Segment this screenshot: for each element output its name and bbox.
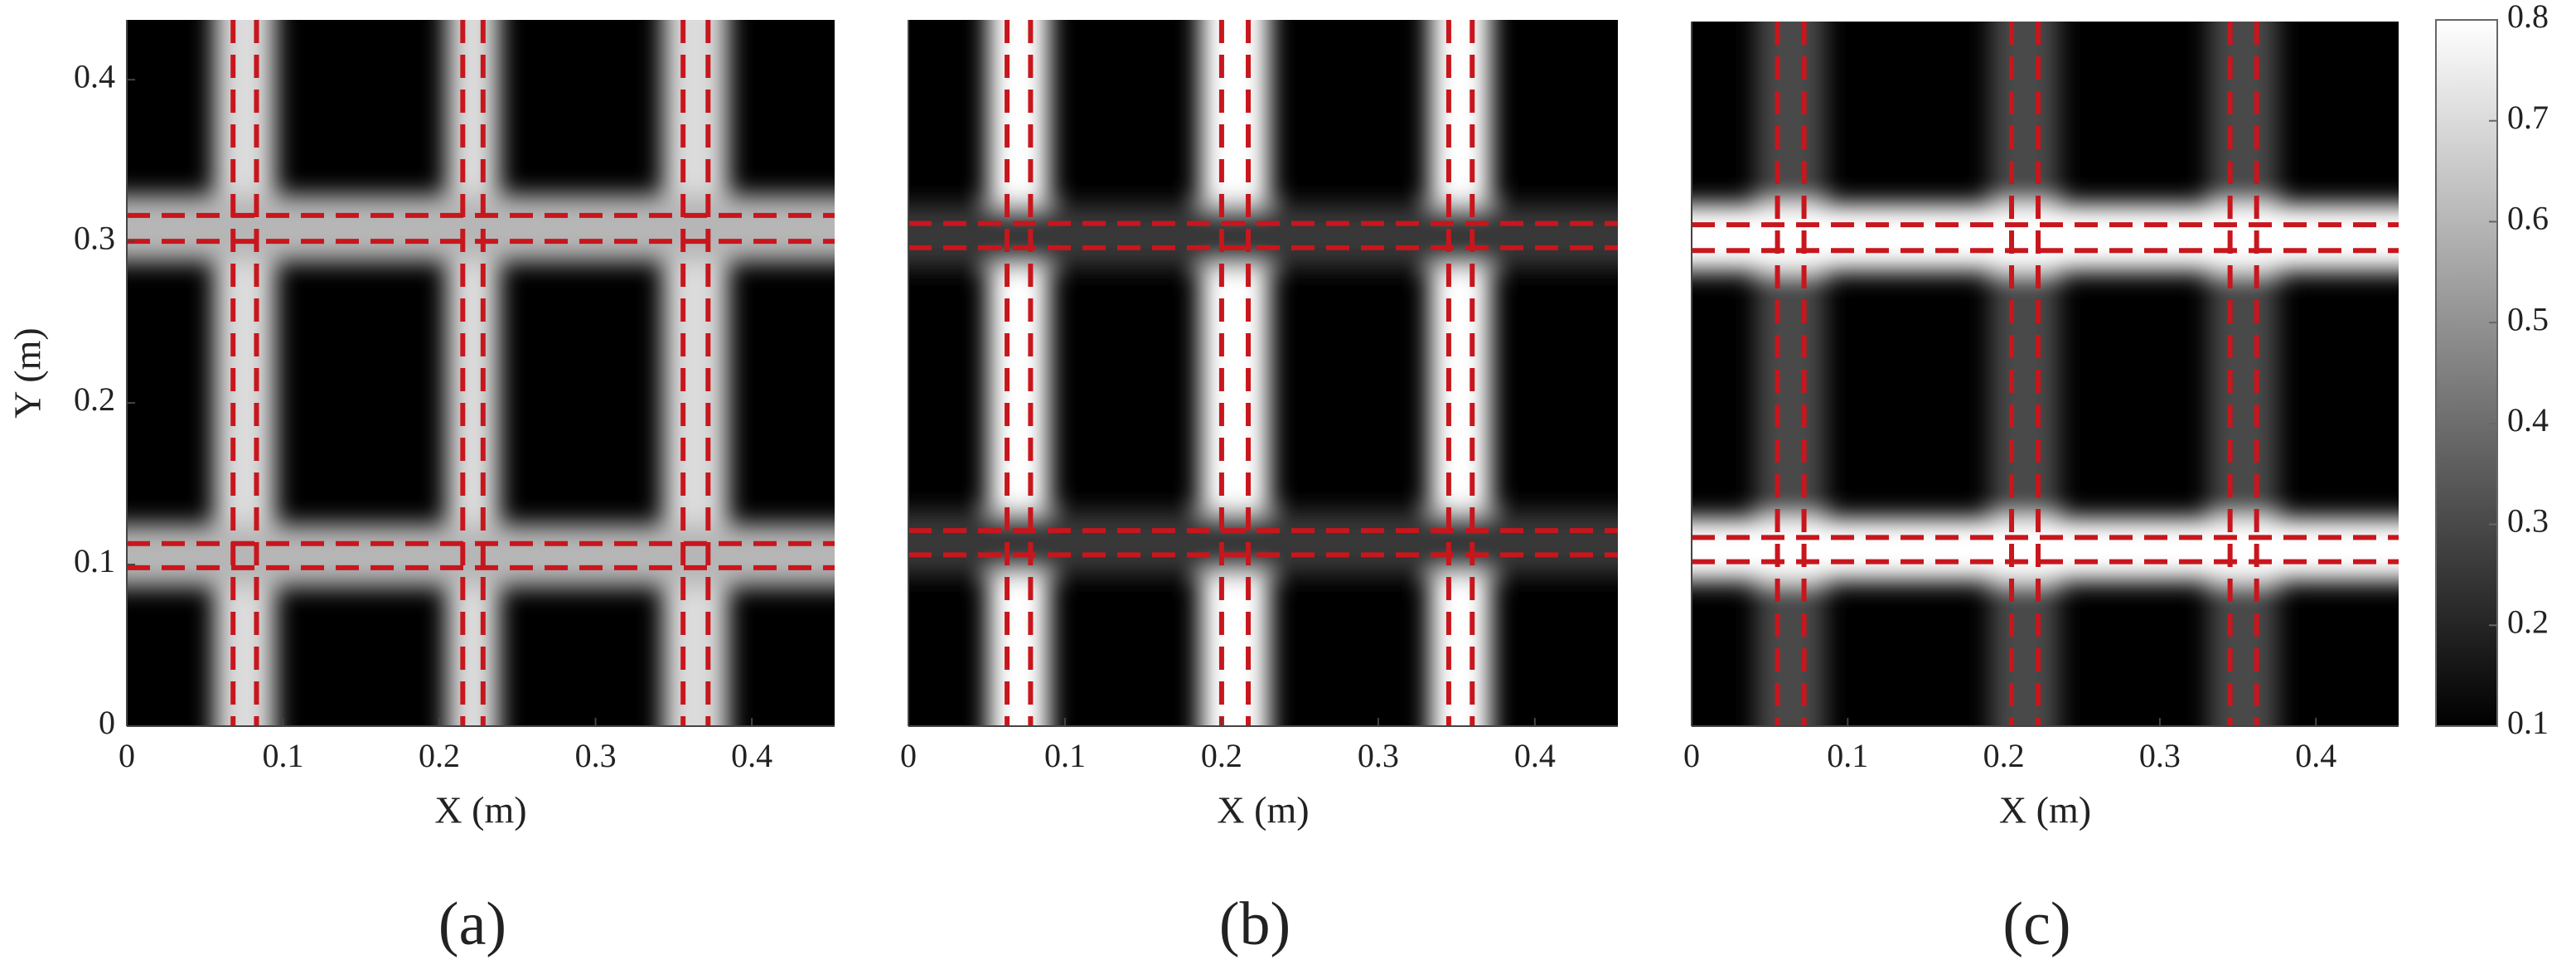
vertical-band (446, 20, 500, 726)
x-tick-label: 0.4 (731, 737, 772, 774)
horizontal-band (908, 204, 1618, 268)
x-axis-label: X (m) (1217, 789, 1309, 831)
colorbar-tick-label: 0.5 (2507, 300, 2549, 337)
y-tick-label: 0.2 (74, 380, 115, 418)
vertical-band (1990, 22, 2060, 726)
x-tick-label: 0.3 (575, 737, 617, 774)
x-tick-label: 0.1 (263, 737, 304, 774)
horizontal-band (908, 511, 1618, 574)
y-axis-label: Y (m) (7, 327, 49, 418)
panel-caption: (a) (438, 890, 506, 958)
colorbar-tick-label: 0.3 (2507, 502, 2549, 540)
x-tick-label: 0.4 (2295, 737, 2336, 774)
colorbar-tick-label: 0.2 (2507, 603, 2549, 640)
y-tick-label: 0 (99, 704, 115, 741)
x-axis-label: X (m) (434, 789, 526, 831)
heatmap (127, 20, 835, 726)
bands (1692, 22, 2399, 726)
vertical-band (2209, 22, 2278, 726)
x-tick-label: 0.4 (1514, 737, 1556, 774)
x-tick-label: 0.2 (1983, 737, 2025, 774)
x-tick-label: 0.1 (1044, 737, 1086, 774)
horizontal-band (1692, 204, 2399, 272)
vertical-band (663, 20, 729, 726)
panel-caption: (c) (2002, 890, 2070, 958)
vertical-band (1430, 20, 1491, 726)
colorbar-tick-label: 0.7 (2507, 99, 2549, 136)
heatmap (1692, 22, 2399, 726)
x-tick-label: 0.3 (1358, 737, 1399, 774)
colorbar-tick-label: 0.8 (2507, 0, 2549, 35)
colorbar-tick-label: 0.6 (2507, 200, 2549, 237)
x-tick-label: 0 (1683, 737, 1700, 774)
vertical-band (1755, 22, 1826, 726)
bands (908, 20, 1618, 726)
x-tick-label: 0.2 (1201, 737, 1242, 774)
x-tick-label: 0.1 (1827, 737, 1868, 774)
panel-caption: (b) (1219, 890, 1290, 958)
horizontal-band (1692, 518, 2399, 581)
colorbar-tick-label: 0.4 (2507, 401, 2549, 439)
colorbar-tick-label: 0.1 (2507, 704, 2549, 741)
x-tick-label: 0.2 (419, 737, 460, 774)
vertical-band (214, 20, 276, 726)
y-tick-label: 0.4 (74, 57, 115, 94)
y-tick-label: 0.1 (74, 542, 115, 579)
x-tick-label: 0.3 (2139, 737, 2181, 774)
heatmap (908, 20, 1618, 726)
x-tick-label: 0 (900, 737, 917, 774)
x-tick-label: 0 (119, 737, 135, 774)
vertical-band (988, 20, 1050, 726)
colorbar (2435, 19, 2498, 727)
vertical-band (1200, 20, 1270, 726)
y-tick-label: 0.3 (74, 219, 115, 256)
x-axis-label: X (m) (1999, 789, 2091, 831)
